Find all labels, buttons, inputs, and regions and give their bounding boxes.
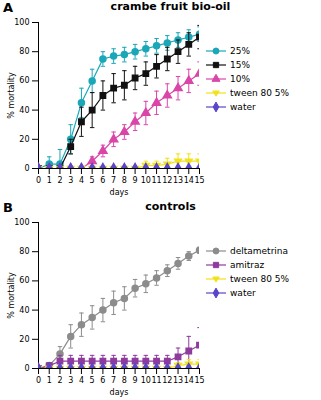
svg-text:1: 1 bbox=[47, 176, 52, 185]
svg-text:9: 9 bbox=[133, 176, 138, 185]
svg-text:13: 13 bbox=[173, 176, 183, 185]
svg-text:14: 14 bbox=[184, 176, 194, 185]
html-text:crambe fruit bio-oil: crambe fruit bio-oil bbox=[110, 0, 231, 13]
svg-text:40: 40 bbox=[19, 306, 29, 315]
html-text:tween 80 5%: tween 80 5% bbox=[230, 274, 290, 284]
svg-text:2: 2 bbox=[57, 176, 62, 185]
html-text:water: water bbox=[230, 102, 256, 112]
svg-text:60: 60 bbox=[19, 276, 29, 285]
svg-text:7: 7 bbox=[111, 376, 116, 385]
svg-text:5: 5 bbox=[90, 376, 95, 385]
html-text:B: B bbox=[3, 200, 13, 215]
svg-text:100: 100 bbox=[14, 18, 29, 27]
svg-text:80: 80 bbox=[19, 47, 29, 56]
html-text:water: water bbox=[230, 288, 256, 298]
svg-text:11: 11 bbox=[151, 376, 161, 385]
svg-text:20: 20 bbox=[19, 135, 29, 144]
svg-text:% mortality: % mortality bbox=[7, 72, 16, 119]
svg-text:3: 3 bbox=[68, 376, 73, 385]
svg-text:3: 3 bbox=[68, 176, 73, 185]
svg-text:60: 60 bbox=[19, 76, 29, 85]
svg-text:0: 0 bbox=[36, 376, 41, 385]
svg-text:4: 4 bbox=[79, 176, 84, 185]
svg-text:2: 2 bbox=[57, 376, 62, 385]
svg-text:0: 0 bbox=[36, 176, 41, 185]
svg-text:12: 12 bbox=[162, 176, 172, 185]
svg-text:0: 0 bbox=[24, 364, 29, 373]
svg-text:10: 10 bbox=[141, 376, 151, 385]
html-text:deltametrina: deltametrina bbox=[230, 246, 289, 256]
svg-text:0: 0 bbox=[24, 164, 29, 173]
svg-text:14: 14 bbox=[184, 376, 194, 385]
svg-text:40: 40 bbox=[19, 106, 29, 115]
html-text:amitraz: amitraz bbox=[230, 260, 265, 270]
svg-text:80: 80 bbox=[19, 247, 29, 256]
svg-text:8: 8 bbox=[122, 376, 127, 385]
html-text:25%: 25% bbox=[230, 46, 250, 56]
html-text:15%: 15% bbox=[230, 60, 250, 70]
svg-text:4: 4 bbox=[79, 376, 84, 385]
svg-text:% mortality: % mortality bbox=[7, 272, 16, 319]
svg-text:11: 11 bbox=[151, 176, 161, 185]
html-text:tween 80 5%: tween 80 5% bbox=[230, 88, 290, 98]
svg-text:13: 13 bbox=[173, 376, 183, 385]
svg-text:6: 6 bbox=[100, 376, 105, 385]
svg-text:6: 6 bbox=[100, 176, 105, 185]
html-text:A: A bbox=[3, 0, 14, 15]
svg-text:8: 8 bbox=[122, 176, 127, 185]
svg-text:7: 7 bbox=[111, 176, 116, 185]
html-text:controls: controls bbox=[145, 200, 196, 213]
svg-text:15: 15 bbox=[194, 176, 204, 185]
html-text:10%: 10% bbox=[230, 74, 250, 84]
svg-text:12: 12 bbox=[162, 376, 172, 385]
svg-text:20: 20 bbox=[19, 335, 29, 344]
svg-text:9: 9 bbox=[133, 376, 138, 385]
svg-text:1: 1 bbox=[47, 376, 52, 385]
svg-text:days: days bbox=[110, 388, 129, 397]
svg-text:15: 15 bbox=[194, 376, 204, 385]
svg-text:5: 5 bbox=[90, 176, 95, 185]
svg-text:days: days bbox=[110, 188, 129, 197]
svg-text:10: 10 bbox=[141, 176, 151, 185]
svg-text:100: 100 bbox=[14, 218, 29, 227]
